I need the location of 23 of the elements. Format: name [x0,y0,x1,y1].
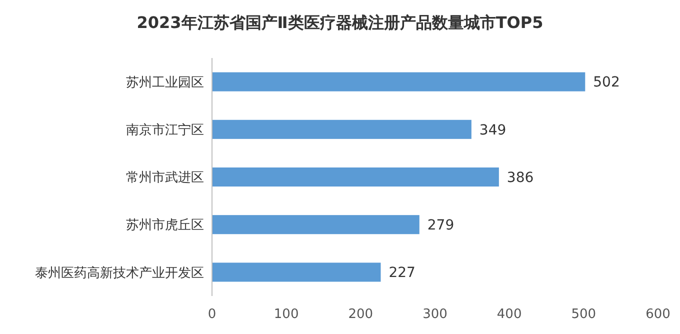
bar [212,262,381,282]
x-tick-label: 300 [422,307,448,322]
x-tick-label: 200 [348,307,374,322]
y-tick-label: 泰州医药高新技术产业开发区 [35,264,204,281]
x-tick-label: 100 [274,307,299,322]
data-label: 279 [427,218,454,234]
y-tick-label: 苏州工业园区 [126,75,204,90]
bar [212,167,499,187]
chart-title: 2023年江苏省国产Ⅱ类医疗器械注册产品数量城市TOP5 [136,13,544,32]
x-tick-label: 0 [208,307,216,322]
bar [212,215,420,234]
x-tick-label: 600 [646,307,670,322]
x-tick-label: 400 [496,307,522,322]
bar [212,120,472,139]
y-tick-label: 常州市武进区 [126,170,204,186]
y-tick-label: 南京市江宁区 [126,122,204,138]
data-label: 386 [506,170,534,186]
data-label: 227 [388,265,416,282]
y-tick-label: 苏州市虎丘区 [126,218,204,234]
bar [212,72,586,92]
x-tick-label: 500 [571,307,596,322]
data-label: 502 [593,74,620,91]
data-label: 349 [479,122,506,138]
